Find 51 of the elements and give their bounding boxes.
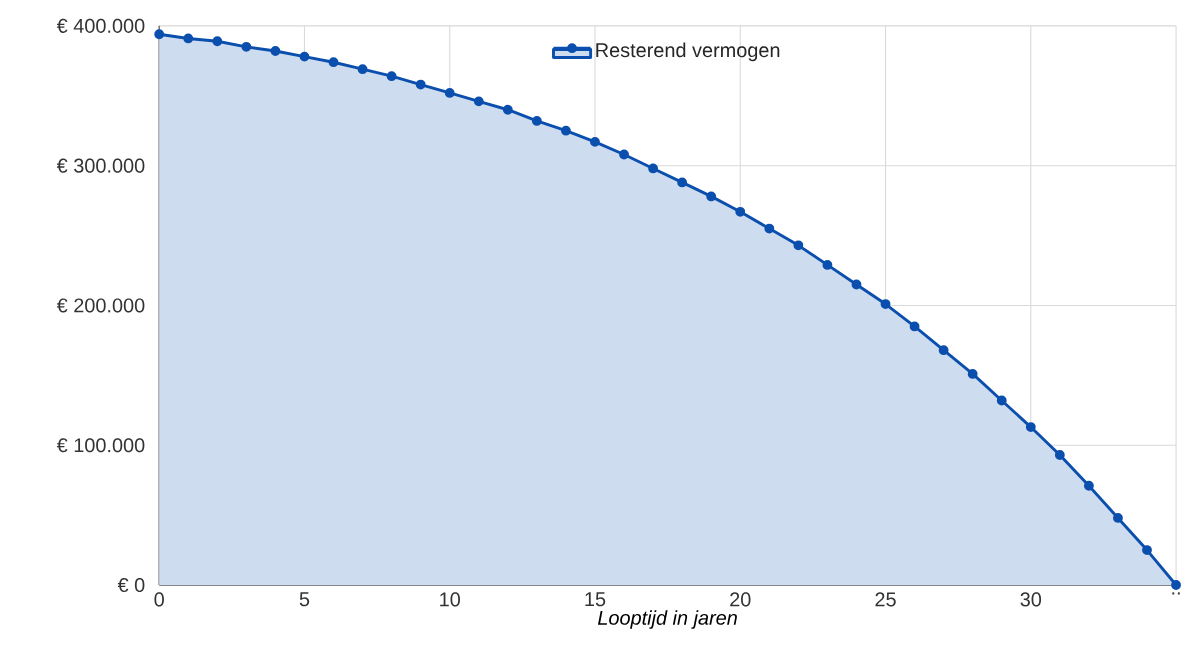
point xyxy=(386,71,397,82)
point xyxy=(938,345,949,356)
point xyxy=(270,46,281,57)
point xyxy=(444,88,455,99)
x-axis-title: Looptijd in jaren xyxy=(597,610,737,629)
point xyxy=(967,369,978,380)
point xyxy=(357,64,368,75)
point xyxy=(473,96,484,107)
point xyxy=(822,260,833,270)
point xyxy=(1025,422,1036,433)
y-tick-label: € 200.000 xyxy=(56,298,145,313)
point xyxy=(1054,450,1065,461)
x-tick-label: 5 xyxy=(299,592,310,607)
point xyxy=(1171,580,1181,591)
y-tick-label: € 400.000 xyxy=(56,18,145,34)
point xyxy=(909,321,920,332)
point xyxy=(1142,545,1152,556)
point xyxy=(735,207,746,217)
point xyxy=(299,51,310,62)
point xyxy=(531,116,542,127)
x-tick-label: 0 xyxy=(154,592,164,607)
x-tick-label: .. xyxy=(1172,592,1180,595)
point xyxy=(241,42,252,52)
y-tick-label: € 0 xyxy=(117,578,145,593)
point xyxy=(328,57,339,68)
point xyxy=(154,29,165,40)
point xyxy=(561,125,571,136)
point xyxy=(415,79,426,90)
point xyxy=(706,191,717,202)
point xyxy=(1113,513,1123,524)
point xyxy=(590,137,600,147)
x-tick-label: 15 xyxy=(585,592,606,607)
y-tick-label: € 100.000 xyxy=(56,438,145,453)
point xyxy=(1083,481,1094,491)
x-tick-label: 25 xyxy=(875,592,896,607)
point xyxy=(619,149,629,160)
point xyxy=(648,163,659,174)
point xyxy=(880,299,891,310)
point xyxy=(502,105,513,115)
y-tick-label: € 300.000 xyxy=(56,158,145,173)
point xyxy=(212,36,223,47)
point xyxy=(996,395,1007,406)
x-tick-label: 30 xyxy=(1020,592,1042,607)
point xyxy=(793,240,804,251)
point xyxy=(183,33,194,44)
point xyxy=(851,279,862,290)
point xyxy=(764,223,775,234)
point xyxy=(677,177,688,188)
x-tick-label: 20 xyxy=(730,592,751,607)
legend-label: Resterend vermogen xyxy=(596,42,780,62)
x-tick-label: 10 xyxy=(440,592,460,607)
